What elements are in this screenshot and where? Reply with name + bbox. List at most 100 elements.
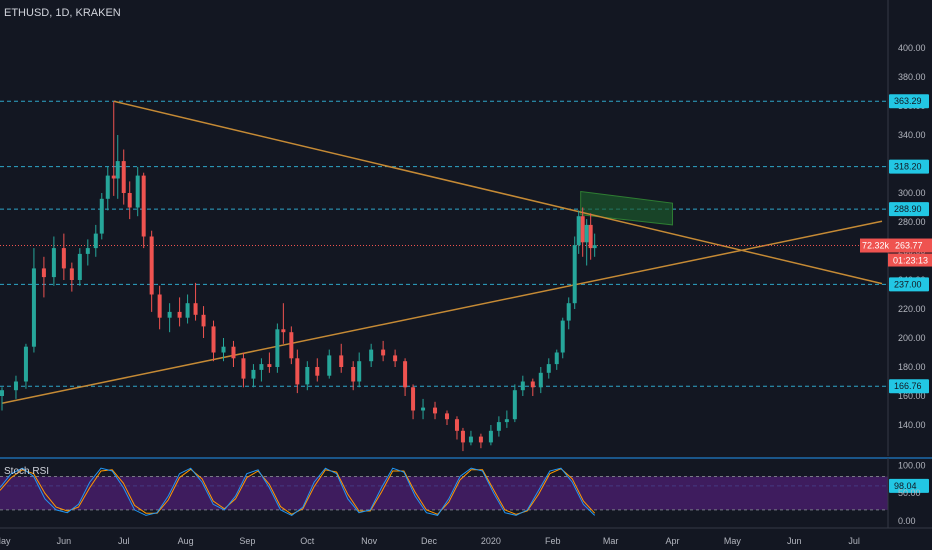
candle-body (105, 175, 110, 199)
candle-body (560, 320, 565, 353)
candle-body (211, 326, 216, 353)
price-tick-label: 280.00 (898, 217, 926, 227)
candle-body (468, 436, 473, 443)
candle-body (85, 248, 90, 254)
candle-body (538, 372, 543, 388)
candle-body (13, 381, 18, 391)
stoch-tick-label: 50.00 (898, 488, 921, 498)
candle-body (167, 311, 172, 318)
candle-body (403, 361, 408, 388)
price-tick-label: 200.00 (898, 333, 926, 343)
candle-body (51, 248, 56, 278)
price-tick-label: 180.00 (898, 362, 926, 372)
time-tick-label: Nov (361, 536, 378, 546)
candle-body (111, 175, 116, 179)
candle-body (135, 175, 140, 208)
target-zone (580, 190, 673, 226)
candle-body (592, 245, 597, 249)
candle-body (41, 268, 46, 278)
chart-title: ETHUSD, 1D, KRAKEN (4, 7, 121, 19)
level-label-bg (889, 478, 929, 493)
candle-body (339, 355, 344, 367)
time-tick-label: Jul (118, 536, 130, 546)
price-tick-label: 340.00 (898, 130, 926, 140)
level-label: 166.76 (894, 381, 922, 391)
candle-body (305, 367, 310, 385)
price-tick-label: 160.00 (898, 391, 926, 401)
current-price-label-bg (860, 238, 932, 253)
candle-body (157, 294, 162, 318)
time-tick-label: Oct (300, 536, 315, 546)
level-label: 98.04 (894, 481, 917, 491)
candle-body (512, 390, 517, 420)
candle-body (31, 268, 36, 347)
candle-body (588, 224, 593, 249)
level-label-bg (889, 379, 929, 394)
candle-body (77, 253, 82, 280)
time-tick-label: Mar (603, 536, 619, 546)
candle-body (381, 349, 386, 356)
candle-body (580, 216, 585, 243)
candle-body (149, 236, 154, 295)
time-tick-label: Dec (421, 536, 438, 546)
candle-body (327, 355, 332, 376)
time-tick-label: Jun (57, 536, 72, 546)
time-tick-label: Feb (545, 536, 561, 546)
candle-body (267, 364, 272, 367)
candle-body (444, 413, 449, 420)
time-tick-label: 2020 (481, 536, 501, 546)
candle-body (454, 419, 459, 431)
level-label-bg (889, 277, 929, 292)
candle-body (576, 216, 581, 246)
candle-body (488, 430, 493, 443)
candle-body (201, 314, 206, 327)
candle-body (357, 361, 362, 382)
candle-body (177, 311, 182, 318)
level-label-bg (889, 159, 929, 174)
time-tick-label: Jul (848, 536, 860, 546)
level-label: 237.00 (894, 279, 922, 289)
time-tick-label: Sep (239, 536, 255, 546)
candle-body (351, 367, 356, 382)
candle-body (115, 161, 120, 179)
price-tick-label: 400.00 (898, 43, 926, 53)
candle-body (241, 358, 246, 379)
candle-body (23, 346, 28, 382)
countdown-label: 01:23:13 (893, 256, 928, 266)
price-tick-label: 220.00 (898, 304, 926, 314)
candle-body (421, 407, 426, 411)
candle-body (259, 364, 264, 370)
candle-body (127, 193, 132, 208)
candle-body (185, 303, 190, 318)
time-tick-label: May (724, 536, 742, 546)
level-label: 363.29 (894, 96, 922, 106)
current-price-label: 263.77 (895, 241, 923, 251)
trendline (1, 220, 883, 404)
level-label-bg (889, 202, 929, 217)
candle-body (275, 329, 280, 367)
time-tick-label: Jun (787, 536, 802, 546)
level-label: 288.90 (894, 204, 922, 214)
candle-body (530, 381, 535, 388)
stoch-k-line (0, 467, 596, 516)
current-price-prefix: 72.32k (862, 241, 890, 251)
candle-body (411, 387, 416, 411)
time-tick-label: Apr (665, 536, 679, 546)
candle-body (121, 161, 126, 193)
candle-body (520, 381, 525, 391)
time-tick-label: Aug (178, 536, 194, 546)
candle-body (584, 224, 589, 243)
candle-body (496, 422, 501, 431)
candle-body (315, 367, 320, 376)
candle-body (460, 430, 465, 443)
countdown-bg (888, 253, 932, 267)
candle-body (369, 349, 374, 362)
time-tick-label: May (0, 536, 11, 546)
candle-body (289, 332, 294, 359)
candle-body (572, 245, 577, 304)
candle-body (281, 329, 286, 333)
indicator-title: Stoch RSI (4, 466, 50, 477)
price-tick-label: 140.00 (898, 420, 926, 430)
